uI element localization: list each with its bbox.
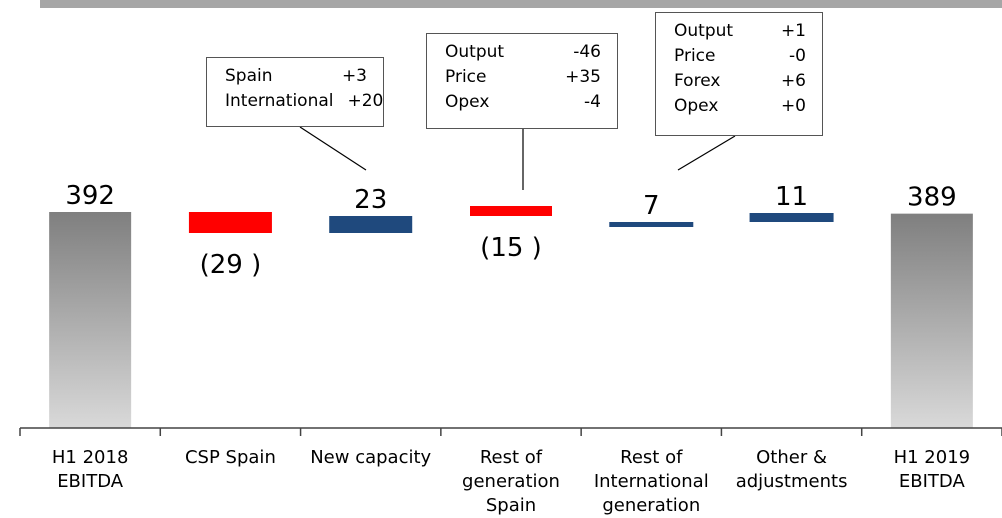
category-label-2: New capacity <box>310 447 431 468</box>
category-label-4: Rest of International generation <box>594 447 709 516</box>
callout-item-value: -4 <box>584 92 601 112</box>
callout-item-label: Forex <box>674 71 721 91</box>
callout-row: International +20 <box>225 89 383 114</box>
callout-item-label: Price <box>445 67 487 87</box>
top-rule <box>40 0 1002 8</box>
callout-item-label: Spain <box>225 66 273 86</box>
callout-item-label: Opex <box>445 92 490 112</box>
callout-box-2: Spain +3 International +20 <box>206 57 384 127</box>
callout-row: Output +1 <box>674 19 806 44</box>
callout-item-value: -46 <box>573 42 601 62</box>
callout-item-value: +3 <box>341 66 367 86</box>
category-label-0: H1 2018 EBITDA <box>52 447 129 492</box>
callout-row: Opex +0 <box>674 94 806 119</box>
callout-item-label: Opex <box>674 96 719 116</box>
category-label-3: Rest of generation Spain <box>462 447 560 516</box>
callout-item-value: -0 <box>789 46 806 66</box>
value-label-1: (29 ) <box>200 250 262 280</box>
callout-row: Forex +6 <box>674 69 806 94</box>
callout-row: Output -46 <box>445 40 601 65</box>
bar-decrease-1 <box>188 212 272 233</box>
category-label-5: Other & adjustments <box>736 447 848 492</box>
callout-box-3: Output -46 Price +35 Opex -4 <box>426 33 618 129</box>
bar-increase-2 <box>329 216 413 233</box>
callout-item-value: +20 <box>347 91 384 111</box>
callout-item-label: Output <box>674 21 734 41</box>
callout-item-value: +1 <box>780 21 806 41</box>
callout-row: Price +35 <box>445 65 601 90</box>
callout-item-label: Output <box>445 42 505 62</box>
bar-increase-5 <box>749 213 834 222</box>
callout-item-label: International <box>225 91 334 111</box>
callout-leader-line <box>677 135 736 171</box>
category-label-1: CSP Spain <box>185 447 276 468</box>
category-label-6: H1 2019 EBITDA <box>894 447 971 492</box>
value-label-5: 11 <box>775 182 808 212</box>
bar-increase-4 <box>609 222 694 227</box>
callout-item-value: +6 <box>780 71 806 91</box>
callout-item-value: +0 <box>780 96 806 116</box>
callout-item-label: Price <box>674 46 716 66</box>
bar-decrease-3 <box>470 206 552 216</box>
bar-total-6 <box>890 213 973 428</box>
callout-row: Opex -4 <box>445 90 601 115</box>
value-label-6: 389 <box>907 183 957 213</box>
value-label-4: 7 <box>643 191 660 221</box>
bar-total-0 <box>49 212 132 428</box>
callout-box-4: Output +1 Price -0 Forex +6 Opex +0 <box>655 12 823 136</box>
callout-leader-line <box>299 126 367 171</box>
callout-row: Spain +3 <box>225 64 367 89</box>
value-label-0: 392 <box>65 181 115 211</box>
callout-row: Price -0 <box>674 44 806 69</box>
callout-item-value: +35 <box>565 67 601 87</box>
value-label-3: (15 ) <box>480 233 542 263</box>
value-label-2: 23 <box>354 185 387 215</box>
